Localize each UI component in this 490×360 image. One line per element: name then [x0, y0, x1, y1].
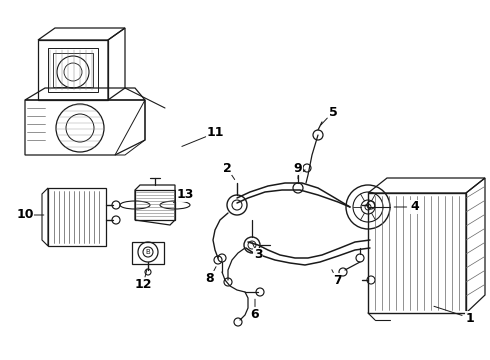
Text: 7: 7: [333, 274, 342, 287]
Text: B: B: [146, 249, 150, 255]
Text: 5: 5: [329, 105, 338, 118]
Bar: [135, 190, 175, 220]
Bar: [48, 48, 98, 92]
Text: 1: 1: [466, 311, 474, 324]
Text: 6: 6: [251, 309, 259, 321]
Bar: [53, 53, 93, 87]
Text: 8: 8: [206, 271, 214, 284]
Text: 3: 3: [254, 248, 262, 261]
Text: 2: 2: [222, 162, 231, 175]
Text: 4: 4: [411, 201, 419, 213]
Text: 10: 10: [16, 208, 34, 221]
Bar: [48, 188, 106, 246]
Text: 11: 11: [206, 126, 224, 139]
Text: 9: 9: [294, 162, 302, 175]
Text: 13: 13: [176, 189, 194, 202]
Text: 12: 12: [134, 279, 152, 292]
Bar: [368, 193, 466, 313]
Bar: [132, 242, 164, 264]
